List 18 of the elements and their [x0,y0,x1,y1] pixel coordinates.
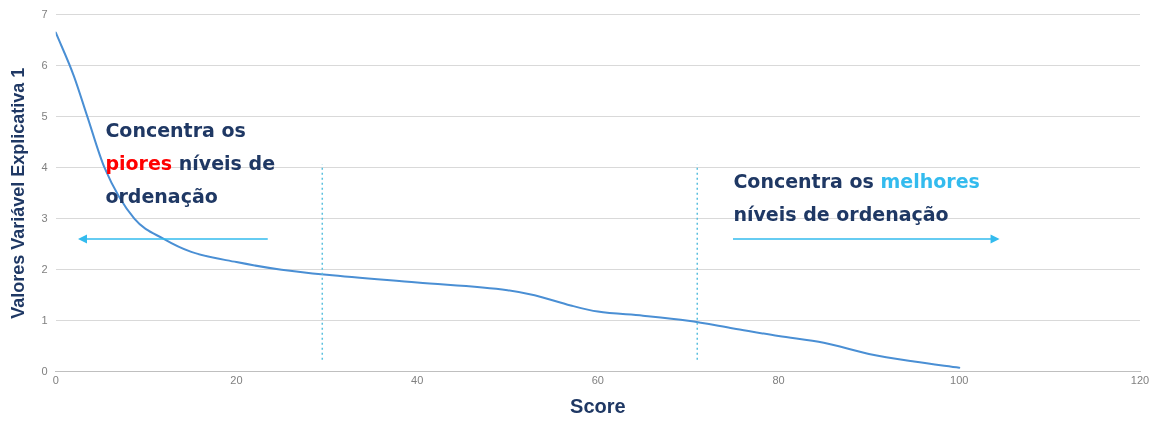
x-tick-label: 60 [591,374,604,387]
x-tick-label: 100 [950,374,969,387]
x-tick-label: 0 [52,374,59,387]
x-tick-label: 80 [772,374,785,387]
y-tick-label: 5 [41,109,48,122]
y-tick-label: 7 [41,7,48,20]
x-axis-title: Score [570,394,626,417]
y-axis-title: Valores Variável Explicativa 1 [7,67,28,319]
y-tick-label: 4 [41,160,48,173]
text: Concentra os melhores níveis de ordenação [733,170,980,226]
y-tick-label: 3 [41,211,48,224]
y-tick-label: 6 [41,58,48,71]
y-tick-label: 2 [41,262,48,275]
x-tick-label: 40 [411,374,424,387]
y-tick-label: 1 [41,313,48,326]
y-tick-label: 0 [41,364,48,377]
x-tick-label: 120 [1130,374,1150,387]
x-tick-label: 20 [230,374,243,387]
